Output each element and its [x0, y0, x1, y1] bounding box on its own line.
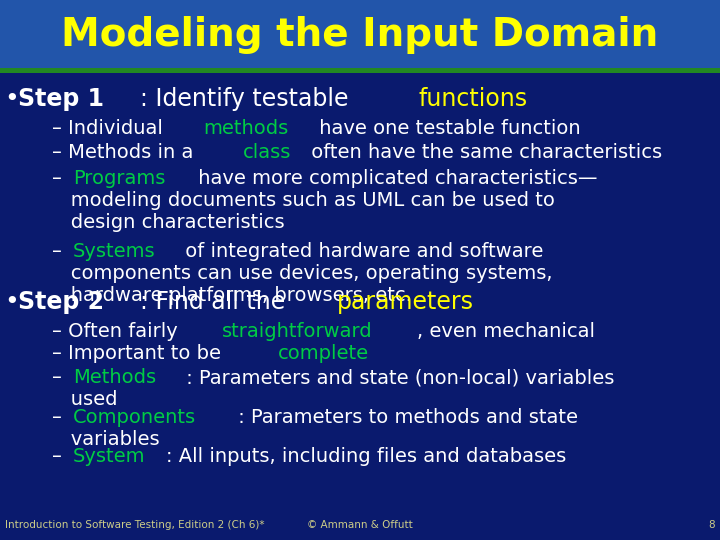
Text: Introduction to Software Testing, Edition 2 (Ch 6)*: Introduction to Software Testing, Editio…	[5, 520, 264, 530]
Text: System: System	[73, 447, 145, 466]
Text: Components: Components	[73, 408, 196, 427]
Text: straightforward: straightforward	[222, 322, 373, 341]
Text: •: •	[4, 290, 19, 314]
Text: Step 2: Step 2	[18, 290, 112, 314]
Text: have more complicated characteristics—: have more complicated characteristics—	[192, 169, 598, 188]
Text: – Methods in a: – Methods in a	[52, 143, 199, 162]
Text: variables: variables	[52, 430, 160, 449]
Text: complete: complete	[278, 344, 369, 363]
Text: Step 1: Step 1	[18, 87, 112, 111]
Text: –: –	[52, 447, 68, 466]
Text: of integrated hardware and software: of integrated hardware and software	[179, 242, 544, 261]
Text: used: used	[52, 390, 117, 409]
Text: methods: methods	[203, 119, 289, 138]
Text: –: –	[52, 368, 68, 387]
Text: : Parameters and state (non-local) variables: : Parameters and state (non-local) varia…	[180, 368, 614, 387]
Text: : Find all the: : Find all the	[140, 290, 292, 314]
Text: design characteristics: design characteristics	[52, 213, 284, 232]
Text: Methods: Methods	[73, 368, 156, 387]
Text: © Ammann & Offutt: © Ammann & Offutt	[307, 520, 413, 530]
Text: : All inputs, including files and databases: : All inputs, including files and databa…	[166, 447, 567, 466]
FancyBboxPatch shape	[0, 0, 720, 70]
Text: class: class	[243, 143, 291, 162]
Text: – Important to be: – Important to be	[52, 344, 228, 363]
Text: –: –	[52, 242, 68, 261]
Text: : Parameters to methods and state: : Parameters to methods and state	[232, 408, 577, 427]
Text: : Identify testable: : Identify testable	[140, 87, 356, 111]
Text: 8: 8	[708, 520, 715, 530]
Text: often have the same characteristics: often have the same characteristics	[305, 143, 662, 162]
Text: have one testable function: have one testable function	[313, 119, 581, 138]
Text: modeling documents such as UML can be used to: modeling documents such as UML can be us…	[52, 191, 555, 210]
Text: Systems: Systems	[73, 242, 156, 261]
Text: –: –	[52, 408, 68, 427]
Text: hardware platforms, browsers, etc.: hardware platforms, browsers, etc.	[52, 286, 412, 305]
Text: – Individual: – Individual	[52, 119, 169, 138]
Text: , even mechanical: , even mechanical	[417, 322, 595, 341]
Text: Modeling the Input Domain: Modeling the Input Domain	[61, 16, 659, 54]
Text: –: –	[52, 169, 68, 188]
Bar	[0, 68, 720, 73]
Text: components can use devices, operating systems,: components can use devices, operating sy…	[52, 264, 552, 283]
Text: functions: functions	[418, 87, 528, 111]
Text: – Often fairly: – Often fairly	[52, 322, 184, 341]
Text: Programs: Programs	[73, 169, 165, 188]
Text: •: •	[4, 87, 19, 111]
Text: parameters: parameters	[337, 290, 474, 314]
